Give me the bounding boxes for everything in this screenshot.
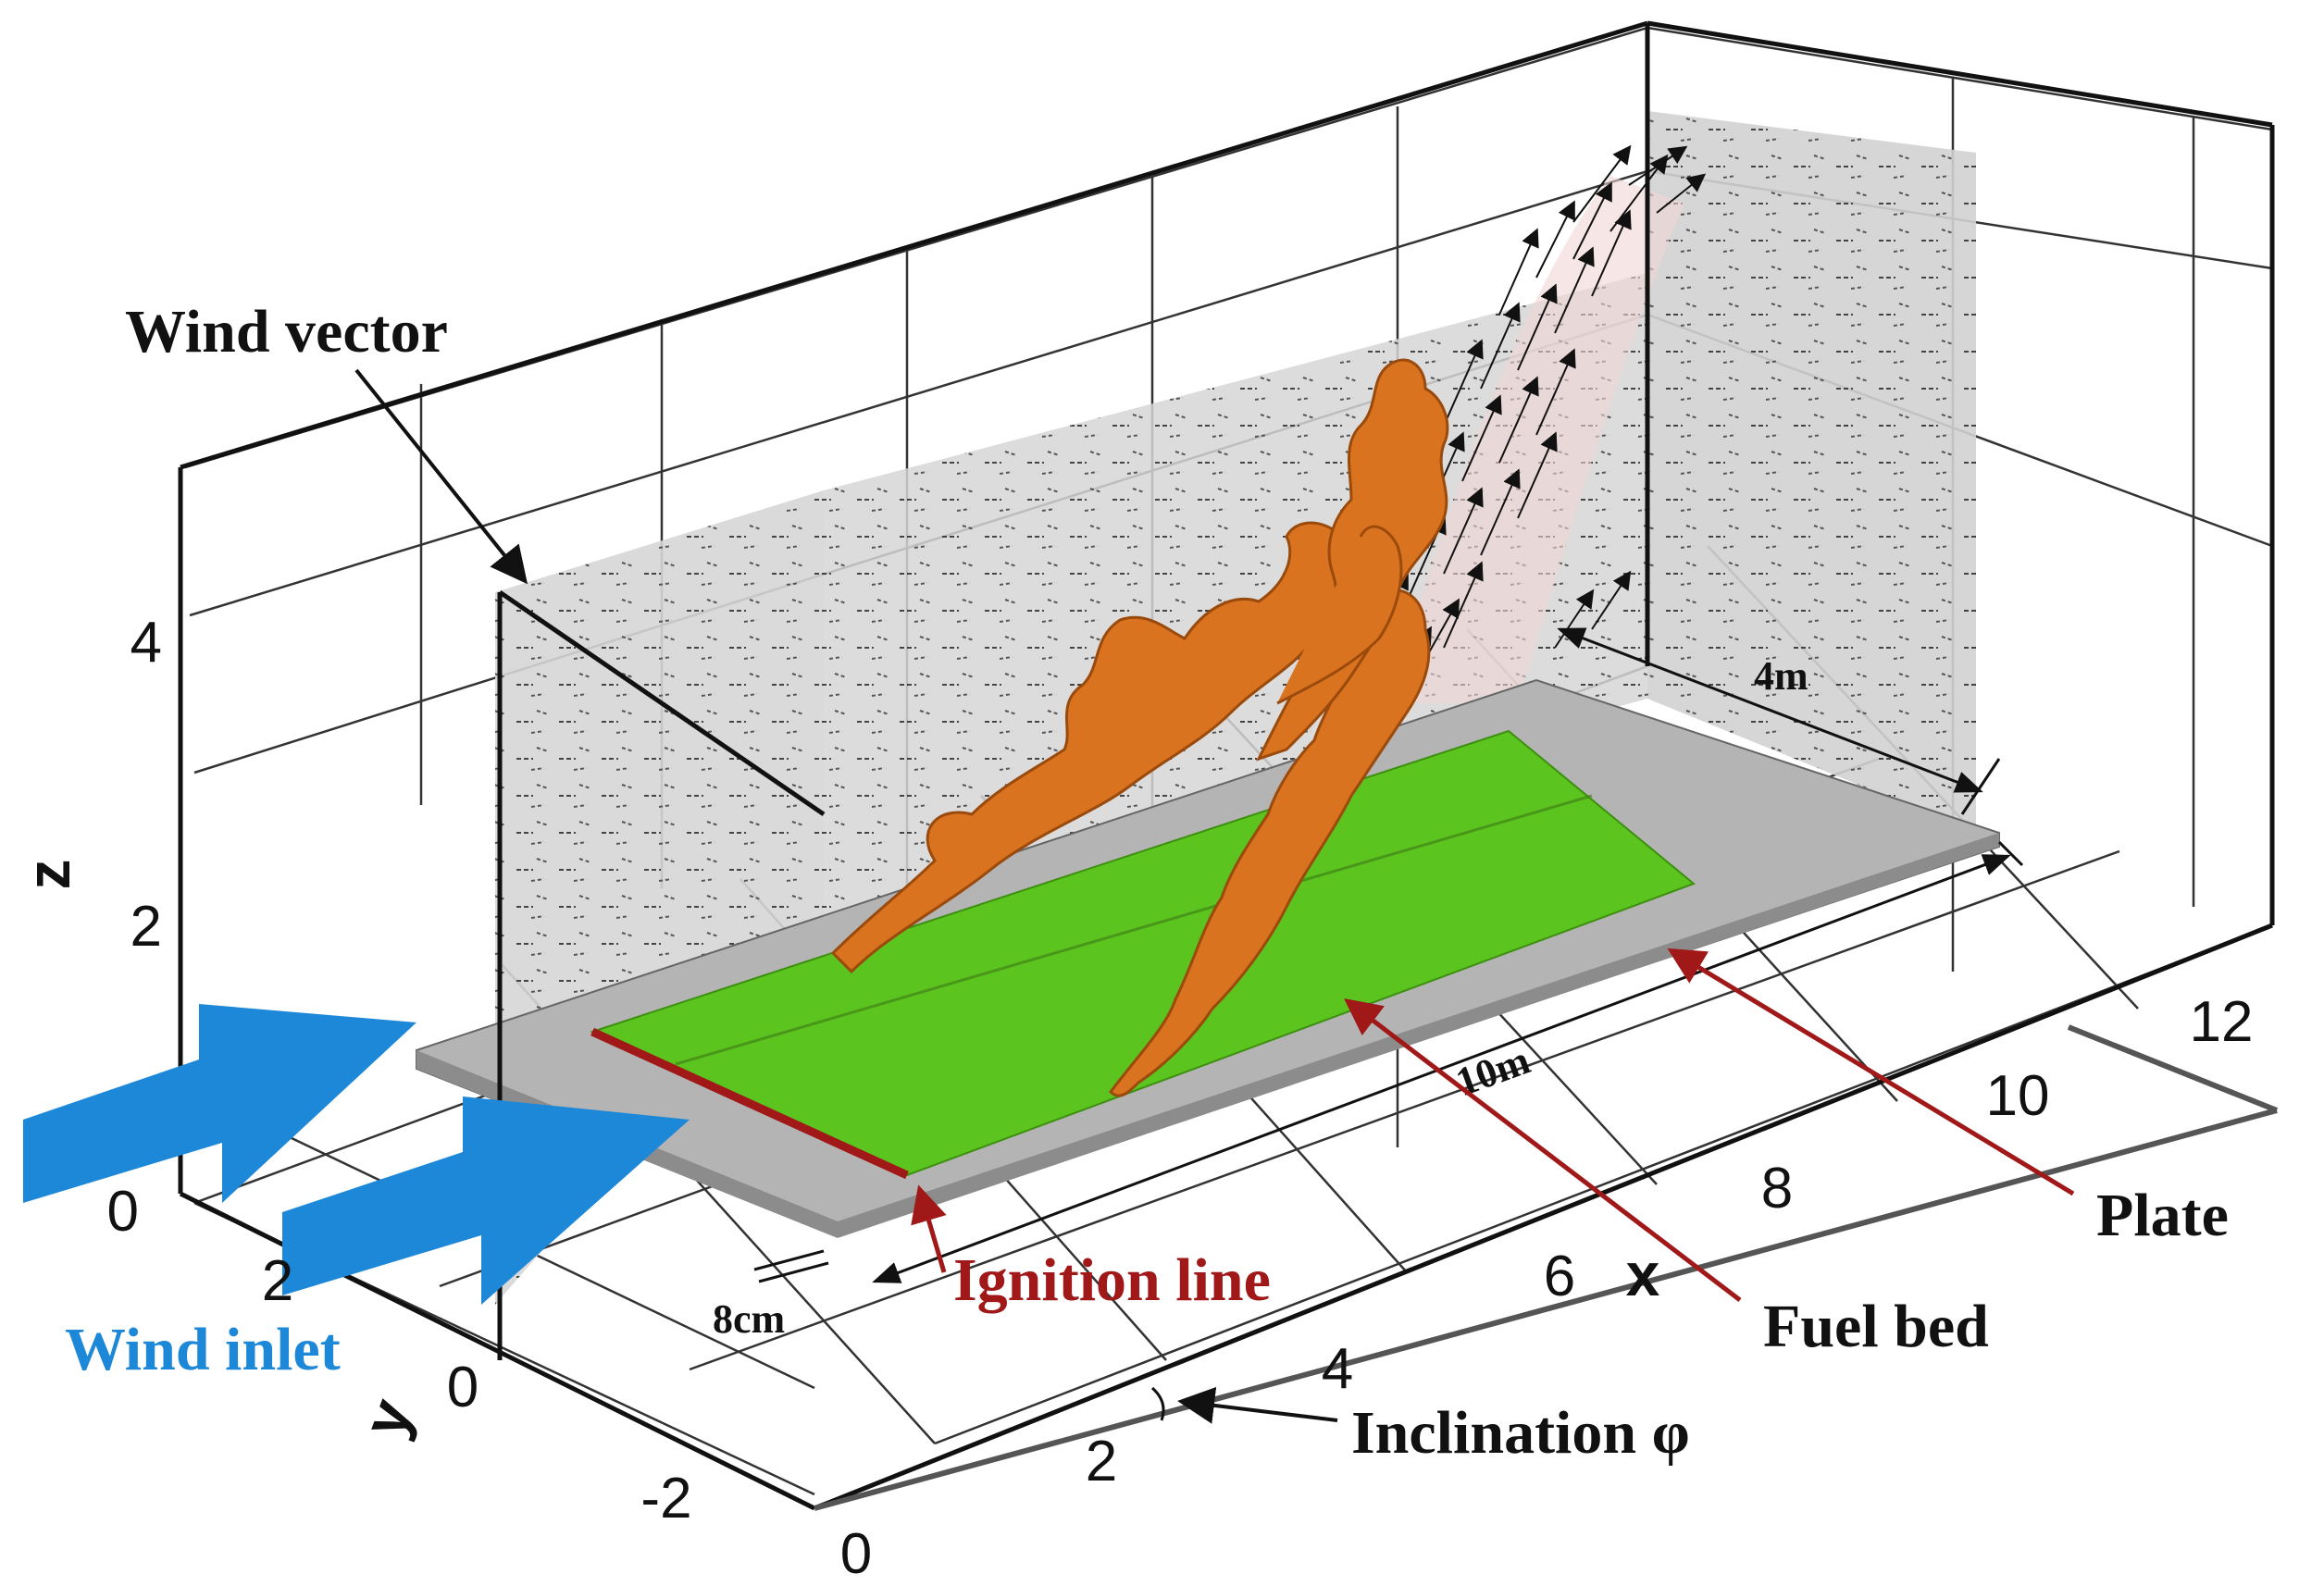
z-tick-2: 2	[130, 895, 162, 959]
x-tick-12: 12	[2190, 990, 2254, 1054]
dimension-8cm	[753, 1249, 829, 1283]
plate-label: Plate	[2096, 1182, 2229, 1249]
inclination-angle-arc	[1150, 1386, 1165, 1421]
dim-8cm-label: 8cm	[713, 1296, 785, 1342]
plume-region	[1388, 176, 1684, 703]
y-axis: 2 0 -2 y	[262, 1249, 692, 1530]
x-tick-2: 2	[1086, 1430, 1117, 1493]
plate-callout	[1667, 948, 2075, 1196]
z-axis: 0 2 4 z	[14, 611, 162, 1244]
x-tick-6: 6	[1544, 1245, 1575, 1308]
fuel-bed-callout	[1344, 997, 1742, 1302]
dim-4m-label: 4m	[1754, 653, 1808, 699]
z-axis-name: z	[14, 860, 82, 890]
ignition-line-callout	[911, 1184, 947, 1273]
y-tick-0: 0	[447, 1356, 478, 1419]
z-tick-0: 0	[107, 1180, 139, 1244]
wind-vector-callout	[354, 368, 528, 585]
wind-inlet-label: Wind inlet	[65, 1316, 341, 1383]
inclined-plane	[814, 1024, 2279, 1511]
y-axis-name: y	[349, 1390, 425, 1445]
y-tick-neg2: -2	[640, 1467, 691, 1530]
dimension-4m	[1557, 627, 2001, 815]
wind-inlet-arrow-upper	[23, 1004, 416, 1203]
wind-vector-label: Wind vector	[125, 298, 448, 366]
y-tick-2: 2	[262, 1249, 293, 1313]
wind-inlet-arrow-lower	[282, 1097, 690, 1305]
z-tick-4: 4	[130, 611, 162, 675]
x-tick-10: 10	[1986, 1064, 2050, 1128]
dim-10m-label: 10m	[1450, 1037, 1536, 1106]
fuel-bed-label: Fuel bed	[1763, 1293, 1989, 1360]
x-tick-4: 4	[1322, 1337, 1353, 1401]
inclination-label: Inclination φ	[1351, 1399, 1690, 1467]
x-tick-8: 8	[1761, 1157, 1793, 1220]
x-tick-0: 0	[840, 1522, 872, 1586]
inclination-callout	[1177, 1386, 1338, 1424]
x-axis-name: x	[1626, 1240, 1660, 1308]
ignition-line-marker	[590, 1027, 909, 1180]
dimension-10m	[872, 840, 2024, 1283]
ignition-line-label: Ignition line	[953, 1246, 1271, 1314]
